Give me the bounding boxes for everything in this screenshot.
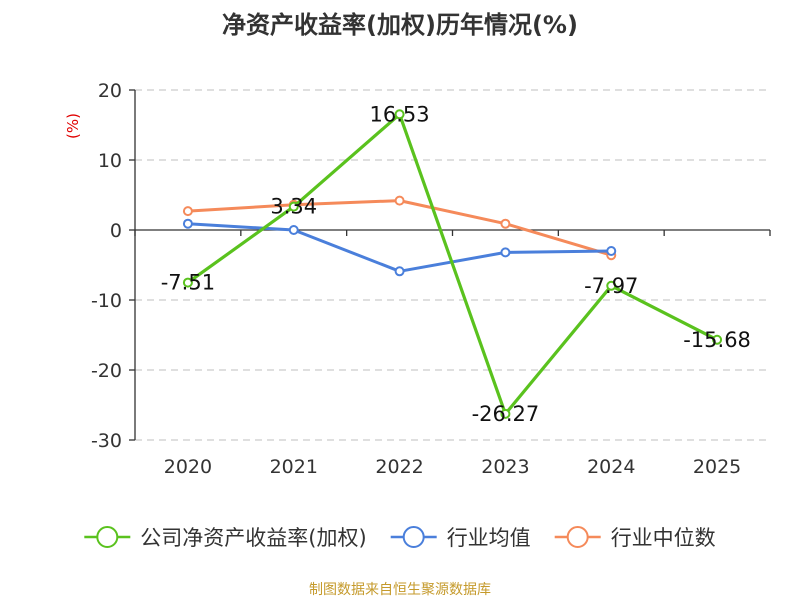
legend: 公司净资产收益率(加权) 行业均值 行业中位数	[84, 526, 716, 550]
source-note: 制图数据来自恒生聚源数据库	[309, 582, 491, 598]
data-point-marker	[288, 201, 299, 212]
series-line-1	[186, 112, 718, 416]
data-point-marker	[500, 408, 511, 419]
data-labels: -7.51 3.34 16.53 -26.27 -7.97 -15.68	[161, 102, 751, 426]
x-tick-label: 2021	[270, 456, 318, 478]
data-label: 3.34	[270, 195, 317, 219]
legend-marker-symbol	[566, 526, 589, 548]
data-point-marker	[394, 109, 405, 120]
legend-item: 行业均值	[390, 526, 531, 550]
data-point-marker	[182, 206, 193, 217]
y-tick-label: -10	[91, 290, 122, 312]
x-tick-label: 2023	[481, 456, 529, 478]
legend-item: 行业中位数	[554, 526, 716, 550]
legend-label: 行业均值	[447, 526, 531, 550]
legend-item: 公司净资产收益率(加权)	[84, 526, 367, 550]
y-tick-label: 0	[110, 220, 122, 242]
data-label: 16.53	[370, 102, 430, 126]
x-tick-label: 2025	[693, 456, 741, 478]
data-point-marker	[500, 247, 511, 258]
x-tick-label: 2022	[375, 456, 423, 478]
y-tick-label: -20	[91, 360, 122, 382]
data-point-marker	[182, 218, 193, 229]
data-label: -26.27	[472, 402, 540, 426]
gridlines	[135, 89, 770, 441]
x-tick-label: 2024	[587, 456, 635, 478]
y-tick-label: -30	[91, 430, 122, 452]
axes: 20 10 0 -10 -20 -30 2020 2021 2022 2023 2024 2025	[91, 80, 771, 478]
legend-label: 公司净资产收益率(加权)	[140, 526, 366, 550]
data-point-marker	[606, 280, 617, 291]
data-point-marker	[606, 246, 617, 256]
y-tick-label: 10	[98, 150, 122, 172]
y-tick-label: 20	[98, 80, 122, 102]
legend-marker-symbol	[402, 526, 425, 548]
data-label: -15.68	[683, 328, 751, 352]
data-point-marker	[288, 225, 299, 235]
data-label: -7.97	[584, 274, 638, 298]
legend-label: 行业中位数	[611, 526, 716, 550]
series-line-2	[187, 222, 612, 273]
series-lines	[182, 109, 723, 419]
y-axis-unit-label: (%)	[64, 113, 82, 139]
data-point-marker	[394, 266, 405, 277]
data-point-marker	[500, 218, 511, 229]
data-point-marker	[182, 277, 193, 288]
x-tick-label: 2020	[164, 456, 212, 478]
data-point-marker	[394, 195, 405, 206]
data-label: -7.51	[161, 271, 215, 295]
data-point-marker	[712, 334, 723, 345]
chart-title: 净资产收益率(加权)历年情况(%)	[222, 11, 578, 39]
legend-marker-symbol	[96, 526, 119, 548]
